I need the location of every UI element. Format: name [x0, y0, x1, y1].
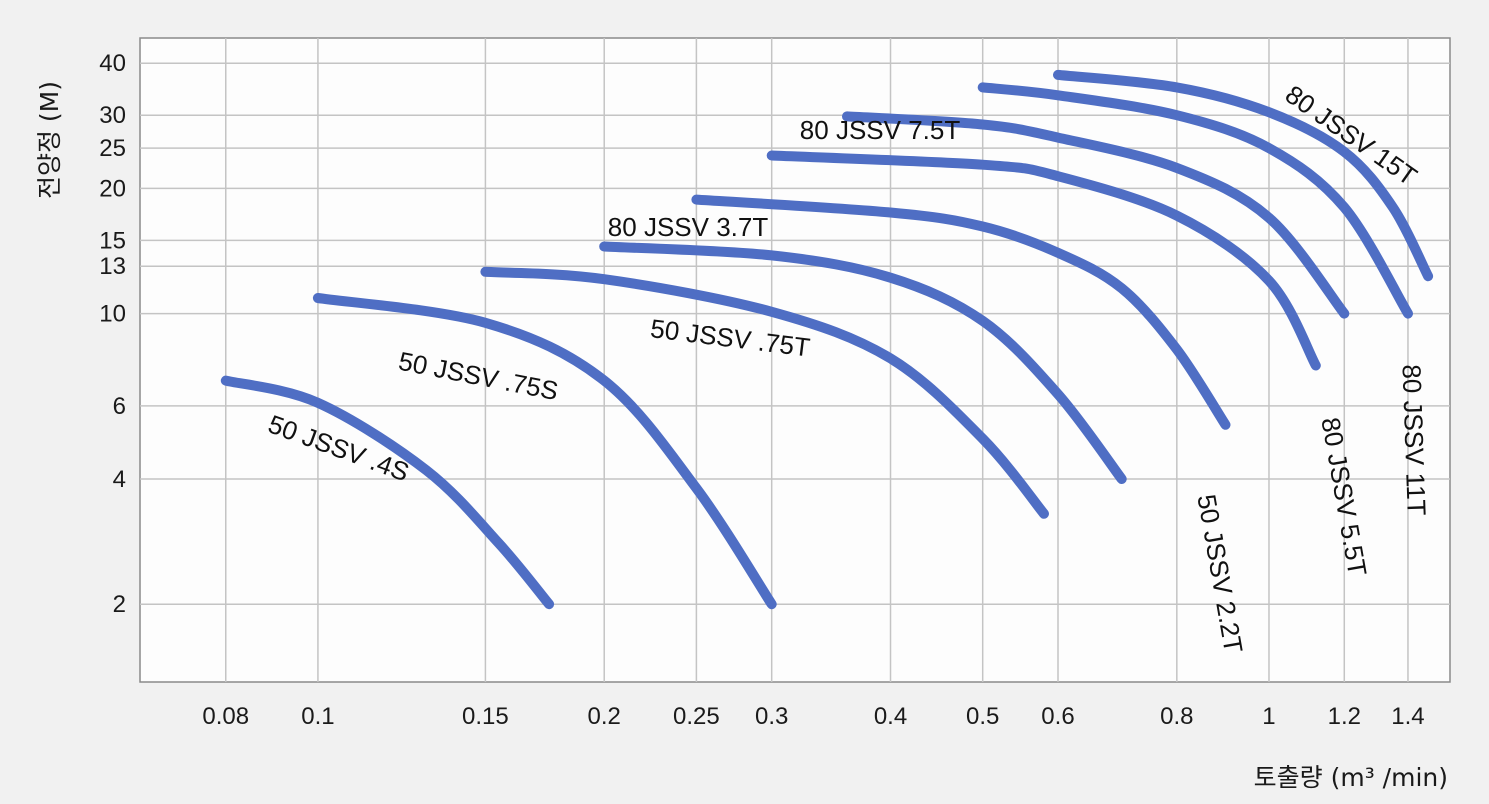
- x-tick-label: 0.3: [755, 703, 788, 730]
- x-tick-label: 0.1: [301, 703, 334, 730]
- x-tick-label: 0.15: [462, 703, 509, 730]
- y-tick-label: 40: [99, 50, 126, 77]
- y-tick-label: 25: [99, 135, 126, 162]
- curve-label: 80 JSSV 11T: [1396, 364, 1431, 516]
- curve-series-3: [480, 266, 1049, 519]
- curve-series-6: [766, 150, 1321, 371]
- x-tick-label: 1.4: [1391, 703, 1424, 730]
- x-tick-label: 0.08: [202, 703, 249, 730]
- pump-curves: [220, 69, 1434, 610]
- curve-series-8: [977, 82, 1413, 319]
- y-tick-label: 20: [99, 175, 126, 202]
- curve-label: 80 JSSV 7.5T: [800, 115, 961, 145]
- x-tick-label: 0.5: [966, 703, 999, 730]
- y-tick-label: 2: [113, 591, 126, 618]
- x-tick-label: 0.8: [1160, 703, 1193, 730]
- x-axis-title: 토출량 (m³ /min): [1254, 763, 1448, 792]
- curve-series-5: [691, 194, 1231, 430]
- x-tick-label: 0.2: [588, 703, 621, 730]
- curve-series-9: [1053, 69, 1434, 282]
- y-tick-label: 30: [99, 102, 126, 129]
- x-tick-label: 0.6: [1041, 703, 1074, 730]
- x-tick-label: 1.2: [1328, 703, 1361, 730]
- plot-area: [139, 37, 1451, 683]
- x-tick-label: 1: [1262, 703, 1275, 730]
- curve-series-4: [599, 241, 1127, 484]
- x-tick-labels: 0.08 0.1 0.15 0.2 0.25 0.3 0.4 0.5 0.6 0.8 1 1.2 1.4: [202, 703, 1424, 730]
- grid-lines: [140, 38, 1450, 682]
- x-tick-label: 0.4: [874, 703, 907, 730]
- curve-series-2: [312, 293, 777, 610]
- curve-series-7: [842, 111, 1350, 319]
- curve-label: 80 JSSV 3.7T: [608, 212, 769, 242]
- y-tick-label: 4: [113, 466, 126, 493]
- curve-series-1: [220, 375, 555, 610]
- y-tick-label: 15: [99, 227, 126, 254]
- y-tick-label: 13: [99, 253, 126, 280]
- y-axis-title: 전양정 (M): [35, 81, 64, 199]
- y-tick-label: 6: [113, 393, 126, 420]
- y-tick-label: 10: [99, 301, 126, 328]
- x-tick-label: 0.25: [673, 703, 720, 730]
